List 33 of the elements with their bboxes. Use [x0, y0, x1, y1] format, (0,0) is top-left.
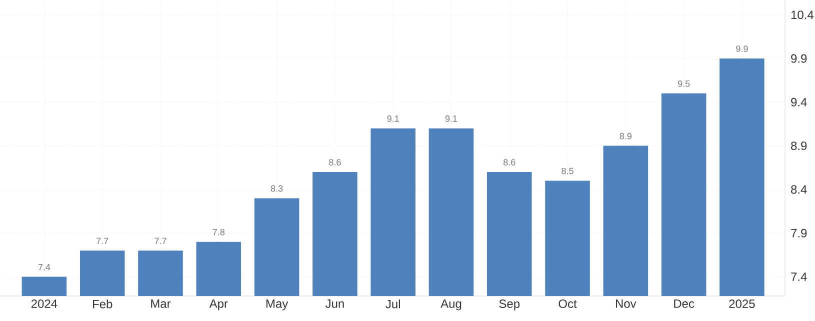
- data-label: 9.1: [387, 115, 399, 122]
- data-label: 8.3: [270, 185, 283, 192]
- x-tick-label: 2025: [729, 300, 755, 308]
- data-label: 8.6: [329, 159, 341, 166]
- y-tick-label: 8.4: [791, 185, 807, 194]
- data-label: 7.7: [96, 238, 108, 244]
- y-tick-label: 9.9: [791, 54, 807, 63]
- data-label: 8.5: [562, 168, 574, 174]
- y-tick-label: 9.4: [791, 98, 807, 106]
- x-tick-label: Jun: [325, 300, 344, 308]
- y-tick-label: 10.4: [791, 10, 814, 20]
- data-label: 8.9: [620, 132, 632, 140]
- x-tick-label: Mar: [151, 300, 171, 308]
- y-tick-label: 7.9: [791, 228, 807, 238]
- y-tick-label: 7.4: [791, 272, 807, 281]
- data-label: 9.5: [678, 80, 690, 87]
- x-tick-label: Feb: [93, 300, 112, 308]
- data-label: 9.9: [736, 46, 748, 52]
- x-tick-label: May: [266, 300, 288, 310]
- data-label: 7.8: [212, 228, 225, 236]
- data-label: 7.4: [38, 264, 50, 270]
- data-label: 8.6: [504, 159, 516, 166]
- x-tick-label: Jul: [386, 300, 400, 308]
- data-label: 9.1: [445, 115, 458, 122]
- x-tick-label: Aug: [440, 300, 462, 310]
- data-label: 7.7: [154, 238, 166, 244]
- x-tick-label: Nov: [616, 300, 636, 308]
- x-tick-label: 2024: [31, 300, 58, 308]
- y-tick-label: 8.9: [791, 142, 807, 150]
- x-tick-label: Apr: [209, 300, 228, 310]
- x-tick-label: Oct: [558, 300, 577, 308]
- x-tick-label: Dec: [674, 300, 694, 308]
- x-tick-label: Sep: [499, 300, 520, 310]
